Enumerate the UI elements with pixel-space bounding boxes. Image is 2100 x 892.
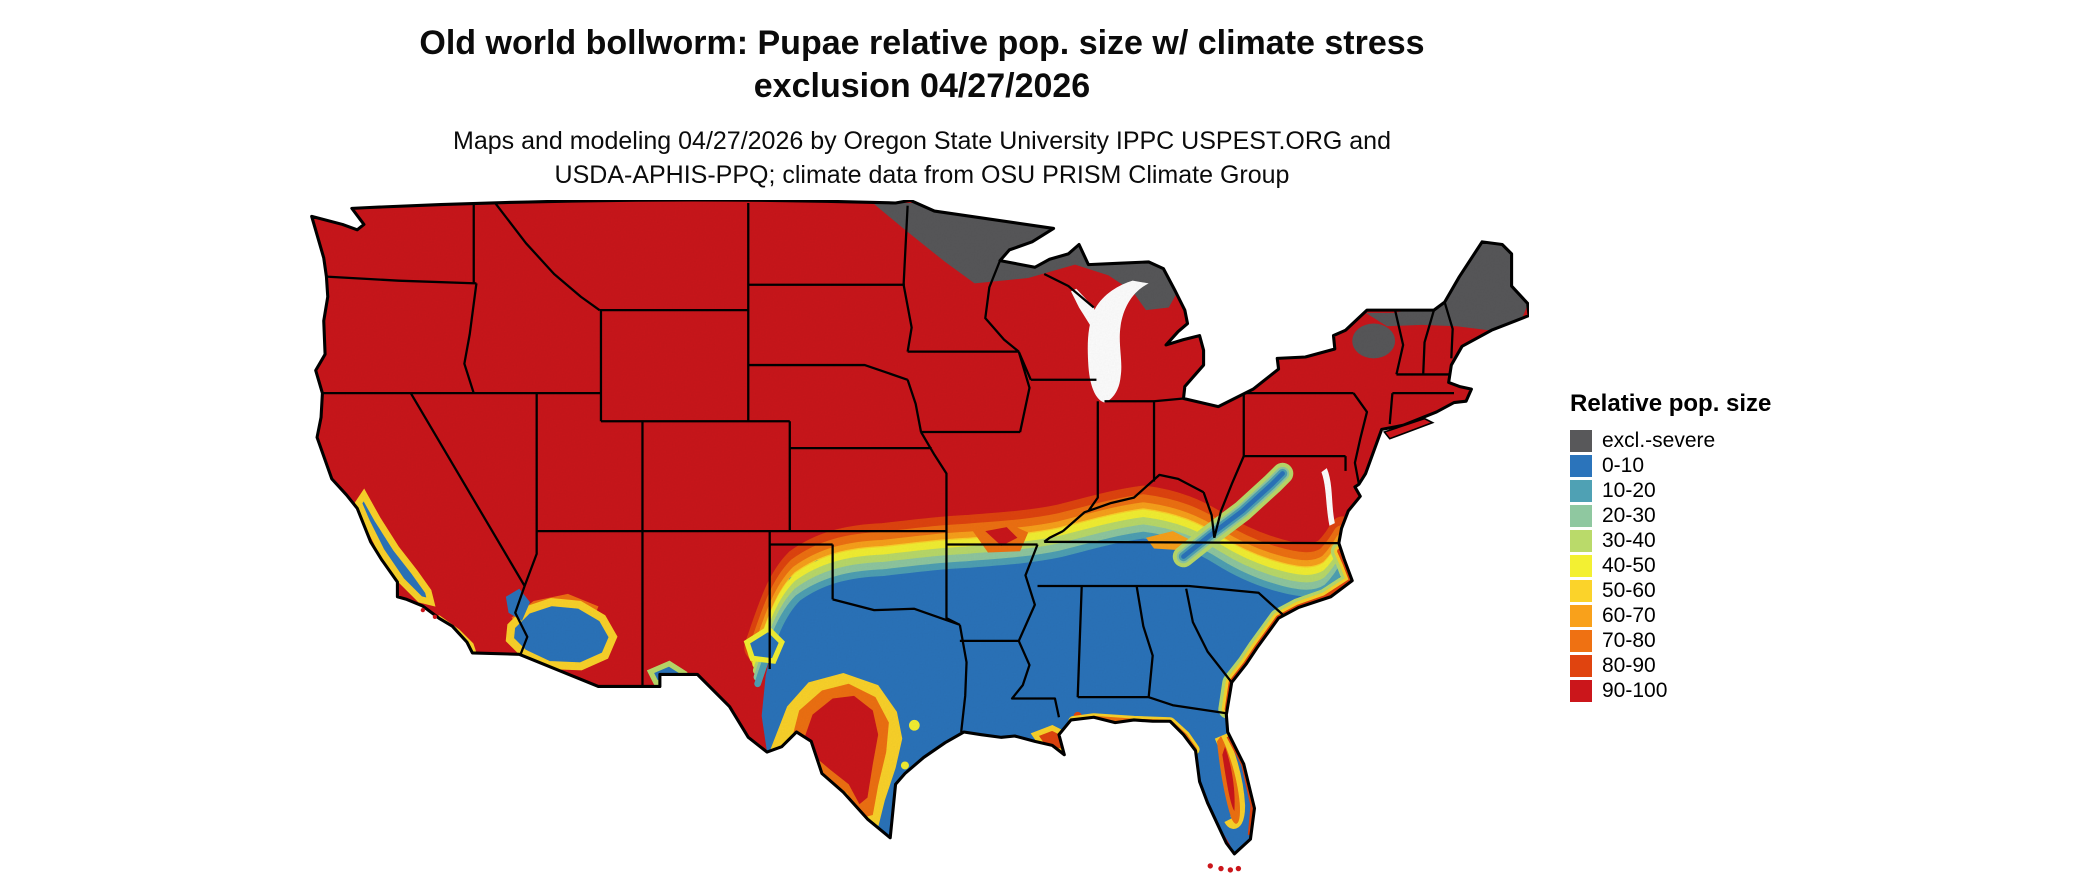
legend-swatch-10-20 (1570, 479, 1592, 502)
florida-keys-dot (1235, 865, 1242, 872)
legend-item: 60-70 (1570, 603, 1870, 628)
legend-item: excl.-severe (1570, 428, 1870, 453)
legend-swatch-20-30 (1570, 504, 1592, 527)
legend-label: 0-10 (1602, 453, 1645, 477)
legend-item: 70-80 (1570, 628, 1870, 653)
legend-swatch-excl-severe (1570, 429, 1592, 452)
legend-label: 70-80 (1602, 628, 1656, 652)
legend-item: 80-90 (1570, 653, 1870, 678)
legend-label: 10-20 (1602, 478, 1656, 502)
header: Old world bollworm: Pupae relative pop. … (0, 22, 1844, 192)
legend-swatch-0-10 (1570, 454, 1592, 477)
legend-item: 50-60 (1570, 578, 1870, 603)
legend-item: 30-40 (1570, 528, 1870, 553)
legend-swatch-60-70 (1570, 604, 1592, 627)
legend-item: 40-50 (1570, 553, 1870, 578)
legend-swatch-80-90 (1570, 654, 1592, 677)
legend-item: 90-100 (1570, 678, 1870, 703)
legend-item: 20-30 (1570, 503, 1870, 528)
raster-noise (311, 200, 1529, 854)
legend-swatch-40-50 (1570, 554, 1592, 577)
florida-keys-dot (1227, 867, 1234, 873)
legend-swatch-90-100 (1570, 679, 1592, 702)
legend-label: 40-50 (1602, 553, 1656, 577)
legend-swatch-70-80 (1570, 629, 1592, 652)
map-title-line-2: exclusion 04/27/2026 (753, 67, 1091, 105)
legend-label: 30-40 (1602, 528, 1656, 552)
legend: Relative pop. size excl.-severe 0-10 10-… (1570, 390, 1870, 703)
legend-label: 60-70 (1602, 603, 1656, 627)
channel-island-dot (432, 614, 438, 619)
florida-keys-dot (1207, 863, 1213, 869)
legend-label: 90-100 (1602, 678, 1668, 702)
legend-label: 20-30 (1602, 503, 1656, 527)
legend-label: 50-60 (1602, 578, 1656, 602)
channel-island-dot (420, 607, 425, 613)
long-island (1383, 417, 1435, 440)
texas-yellow-speckle (799, 785, 808, 794)
us-map-svg (310, 200, 1529, 873)
map-raster-layers (311, 200, 1529, 854)
florida-keys-dot (1218, 865, 1224, 872)
us-outline (310, 200, 1529, 856)
us-map (305, 200, 1529, 889)
map-subtitle-line-1: Maps and modeling 04/27/2026 by Oregon S… (453, 127, 1391, 155)
legend-swatch-50-60 (1570, 579, 1592, 602)
legend-item: 10-20 (1570, 478, 1870, 503)
map-subtitle: Maps and modeling 04/27/2026 by Oregon S… (0, 124, 1844, 192)
legend-label: excl.-severe (1602, 428, 1716, 452)
map-subtitle-line-2: USDA-APHIS-PPQ; climate data from OSU PR… (554, 161, 1290, 189)
legend-item: 0-10 (1570, 453, 1870, 478)
legend-label: 80-90 (1602, 653, 1656, 677)
state-boundaries (318, 202, 1455, 733)
legend-swatch-30-40 (1570, 529, 1592, 552)
legend-title: Relative pop. size (1570, 390, 1772, 417)
map-title-line-1: Old world bollworm: Pupae relative pop. … (419, 24, 1425, 62)
